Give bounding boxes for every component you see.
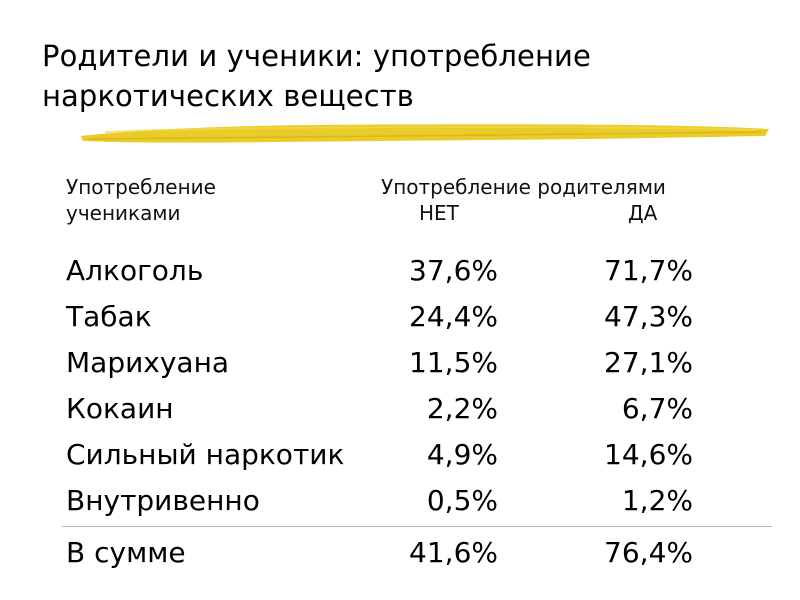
- row-value-yes: 14,6%: [604, 438, 693, 471]
- header-students-usage: Употребление учениками: [66, 174, 216, 226]
- row-label: Алкоголь: [66, 254, 204, 287]
- row-value-yes: 27,1%: [604, 346, 693, 379]
- total-value-yes: 76,4%: [604, 536, 693, 569]
- total-label: В сумме: [66, 536, 186, 569]
- table-row: Сильный наркотик 4,9% 14,6%: [0, 432, 800, 478]
- row-value-no: 24,4%: [409, 300, 498, 333]
- header-students-line-2: учениками: [66, 201, 181, 225]
- total-row: В сумме 41,6% 76,4%: [0, 530, 800, 576]
- header-students-line-1: Употребление: [66, 175, 216, 199]
- total-value-no: 41,6%: [409, 536, 498, 569]
- header-parents-usage: Употребление родителями: [381, 175, 666, 199]
- table-row: Внутривенно 0,5% 1,2%: [0, 478, 800, 524]
- row-value-yes: 1,2%: [621, 484, 693, 517]
- table-row: Алкоголь 37,6% 71,7%: [0, 248, 800, 294]
- row-value-yes: 6,7%: [621, 392, 693, 425]
- slide-title-line-2: наркотических веществ: [42, 79, 414, 113]
- row-value-no: 11,5%: [409, 346, 498, 379]
- table-row: Кокаин 2,2% 6,7%: [0, 386, 800, 432]
- row-label: Внутривенно: [66, 484, 260, 517]
- row-value-yes: 47,3%: [604, 300, 693, 333]
- column-header-no: НЕТ: [419, 201, 459, 225]
- row-value-no: 0,5%: [426, 484, 498, 517]
- row-label: Кокаин: [66, 392, 174, 425]
- row-value-no: 4,9%: [426, 438, 498, 471]
- row-value-yes: 71,7%: [604, 254, 693, 287]
- column-header-yes: ДА: [628, 201, 658, 225]
- slide-title: Родители и ученики: употребление наркоти…: [42, 36, 762, 116]
- slide-title-line-1: Родители и ученики: употребление: [42, 39, 591, 73]
- brush-stroke-divider: [81, 124, 769, 143]
- row-value-no: 2,2%: [426, 392, 498, 425]
- table-row: Марихуана 11,5% 27,1%: [0, 340, 800, 386]
- row-label: Марихуана: [66, 346, 230, 379]
- row-value-no: 37,6%: [409, 254, 498, 287]
- row-label: Сильный наркотик: [66, 438, 345, 471]
- row-label: Табак: [66, 300, 152, 333]
- total-divider: [62, 526, 772, 527]
- table-row: Табак 24,4% 47,3%: [0, 294, 800, 340]
